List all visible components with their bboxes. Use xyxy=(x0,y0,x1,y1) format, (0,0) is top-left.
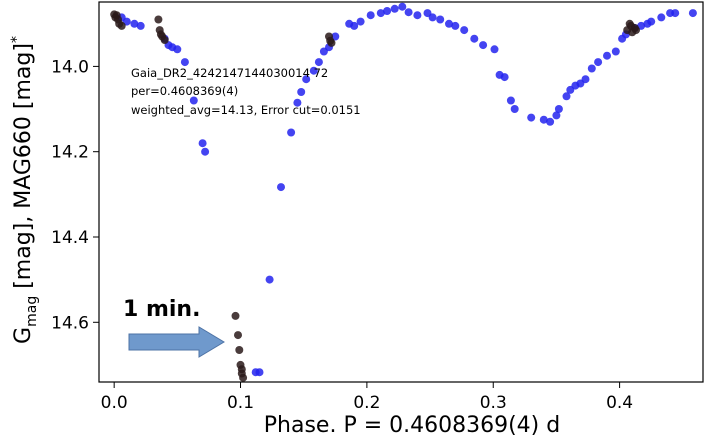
data-point-blue xyxy=(314,58,323,67)
data-point-blue xyxy=(428,13,437,22)
data-point-blue xyxy=(594,58,603,67)
y-axis-label: Gmag [mag], MAG660 [mag]* xyxy=(9,36,40,344)
data-point-blue xyxy=(647,17,656,26)
data-point-dark xyxy=(632,26,640,35)
data-point-blue xyxy=(309,66,318,75)
data-point-blue xyxy=(581,75,590,84)
data-point-blue xyxy=(297,88,306,96)
data-point-blue xyxy=(413,11,422,20)
y-tick-label: 14.4 xyxy=(51,228,89,248)
data-point-blue xyxy=(390,4,399,13)
data-point-blue xyxy=(451,21,460,30)
x-axis-label: Phase. P = 0.4608369(4) d xyxy=(264,413,560,438)
y-tick-label: 14.6 xyxy=(51,313,89,333)
data-point-dark xyxy=(160,36,169,44)
annotation-line-1: Gaia_DR2_4242147144030014 72 xyxy=(131,66,328,80)
data-point-blue xyxy=(189,96,198,105)
data-point-blue xyxy=(603,51,611,60)
data-point-blue xyxy=(546,117,555,126)
data-point-blue xyxy=(500,73,509,82)
data-point-blue xyxy=(293,98,302,107)
data-point-blue xyxy=(376,9,385,18)
data-point-blue xyxy=(562,92,571,101)
data-point-dark xyxy=(117,21,126,30)
y-tick-label: 14.2 xyxy=(51,143,89,163)
data-point-blue xyxy=(356,17,365,26)
data-point-blue xyxy=(173,45,182,54)
data-points xyxy=(110,2,697,382)
data-point-blue xyxy=(277,183,285,192)
data-point-blue xyxy=(130,19,139,28)
data-point-blue xyxy=(490,45,499,54)
data-point-blue xyxy=(554,105,563,113)
data-point-blue xyxy=(611,47,620,56)
arrow-label: 1 min. xyxy=(123,297,200,322)
data-point-blue xyxy=(366,11,375,20)
x-tick-label: 0.4 xyxy=(606,393,633,413)
data-point-dark xyxy=(235,346,244,354)
data-point-dark xyxy=(327,38,336,47)
data-point-blue xyxy=(479,41,488,50)
data-point-dark xyxy=(234,331,242,340)
x-tick-label: 0.2 xyxy=(353,393,380,413)
data-point-blue xyxy=(404,8,413,17)
arrow-shape xyxy=(128,326,225,358)
data-point-blue xyxy=(180,58,189,67)
data-point-blue xyxy=(688,9,697,18)
data-point-blue xyxy=(552,111,561,120)
x-tick-label: 0.1 xyxy=(227,393,254,413)
data-point-blue xyxy=(587,64,596,73)
data-point-blue xyxy=(350,21,359,30)
data-point-dark xyxy=(231,311,240,320)
data-point-blue xyxy=(383,7,392,15)
data-point-blue xyxy=(255,368,264,377)
data-point-blue xyxy=(510,105,519,113)
data-point-dark xyxy=(154,15,163,24)
data-point-blue xyxy=(287,128,296,137)
data-point-blue xyxy=(506,96,515,105)
data-point-blue xyxy=(398,2,407,11)
data-point-blue xyxy=(445,19,453,28)
data-point-blue xyxy=(436,15,445,24)
y-axis-ticks: 14.0 14.2 14.4 14.6 xyxy=(51,57,99,333)
data-point-blue xyxy=(527,113,536,122)
data-point-blue xyxy=(302,75,311,84)
x-axis-ticks: 0.0 0.1 0.2 0.3 0.4 xyxy=(101,382,633,413)
data-point-blue xyxy=(265,275,274,284)
x-tick-label: 0.3 xyxy=(480,393,507,413)
y-tick-label: 14.0 xyxy=(51,57,89,77)
data-point-blue xyxy=(671,9,680,18)
x-tick-label: 0.0 xyxy=(101,393,128,413)
plot-frame xyxy=(98,1,704,383)
data-point-blue xyxy=(460,26,469,35)
data-point-blue xyxy=(539,115,548,124)
data-point-blue xyxy=(201,147,210,156)
data-point-blue xyxy=(136,21,145,30)
annotation-line-3: weighted_avg=14.13, Error cut=0.0151 xyxy=(131,103,361,117)
annotation-line-2: per=0.4608369(4) xyxy=(131,84,238,98)
data-point-blue xyxy=(198,139,207,148)
data-point-blue xyxy=(470,34,479,43)
data-point-dark xyxy=(239,373,248,382)
data-point-blue xyxy=(657,13,666,22)
